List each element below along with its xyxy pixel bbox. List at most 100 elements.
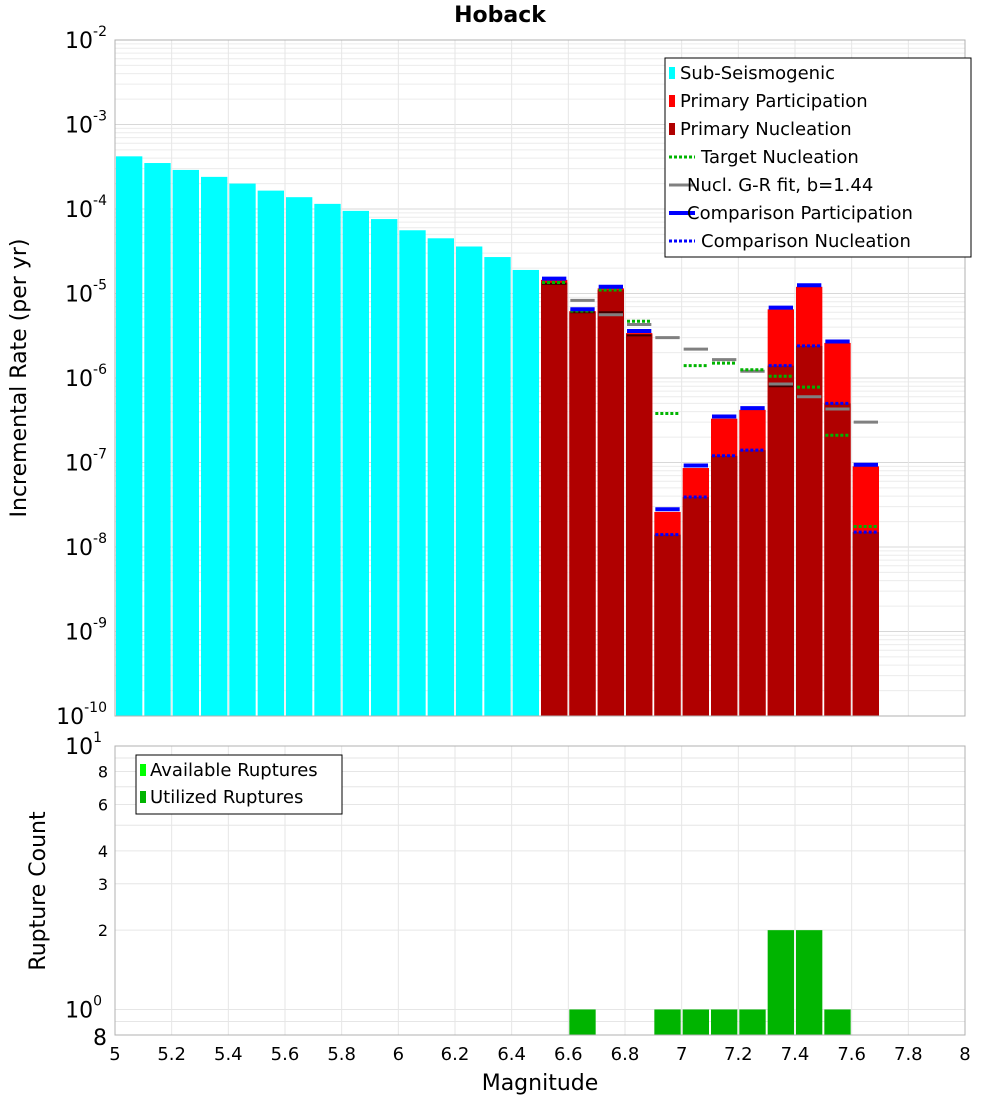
sub-seismogenic-bar <box>512 269 539 716</box>
bottom-plot: 100 101 8 2 3 4 6 8 5 5.2 5.4 5.6 5.8 6 6.2 6.4 6.6 6.8 7… <box>26 730 971 1096</box>
utilized-ruptures-bar <box>739 1009 766 1035</box>
bottom-bars <box>569 930 851 1035</box>
bottom-legend-item: Utilized Ruptures <box>140 787 303 808</box>
top-plot: 10-10 10-9 10-8 10-7 10-6 10-5 10-4 10-3 10-2 In… <box>7 24 972 730</box>
top-y-tick-label: 10-7 <box>65 447 107 477</box>
legend-swatch <box>140 764 146 776</box>
x-tick-label: 7.2 <box>724 1044 753 1065</box>
x-tick-label: 7.6 <box>837 1044 866 1065</box>
utilized-ruptures-bar <box>682 1009 709 1035</box>
top-y-axis-label: Incremental Rate (per yr) <box>7 239 32 518</box>
x-tick-label: 6.2 <box>441 1044 470 1065</box>
bottom-legend-item: Available Ruptures <box>140 760 318 781</box>
top-y-tick-label: 10-6 <box>65 362 107 392</box>
primary-nucleation-bar <box>569 312 596 716</box>
utilized-ruptures-bar <box>569 1009 596 1035</box>
x-tick-label: 5.2 <box>157 1044 186 1065</box>
x-tick-label: 8 <box>959 1044 970 1065</box>
top-plot-frame <box>114 39 966 717</box>
sub-seismogenic-bar <box>201 176 228 717</box>
legend-swatch <box>140 791 146 803</box>
sub-seismogenic-bar <box>286 197 313 716</box>
top-legend-item: Nucl. G-R fit, b=1.44 <box>669 175 873 196</box>
sub-seismogenic-bar <box>116 156 143 716</box>
top-y-tick-label: 10-8 <box>65 531 107 561</box>
sub-seismogenic-bar <box>314 203 341 716</box>
top-series-marks <box>542 276 878 537</box>
primary-nucleation-bar <box>654 534 681 716</box>
legend-swatch <box>669 95 675 107</box>
x-tick-label: 6.4 <box>497 1044 526 1065</box>
utilized-ruptures-bar <box>796 930 823 1035</box>
legend-label: Nucl. G-R fit, b=1.44 <box>687 175 873 196</box>
legend-label: Utilized Ruptures <box>150 787 303 808</box>
bottom-y-minor-tick-label: 6 <box>98 795 108 814</box>
x-tick-label: 6.6 <box>554 1044 583 1065</box>
primary-nucleation-bar <box>541 282 568 716</box>
bottom-y-ticks: 100 101 8 2 3 4 6 8 <box>65 730 108 1051</box>
x-tick-label: 6 <box>393 1044 404 1065</box>
legend-label: Primary Participation <box>680 91 868 112</box>
primary-nucleation-bar <box>597 290 624 716</box>
top-legend-item: Comparison Participation <box>669 203 913 224</box>
x-tick-label: 5.8 <box>327 1044 356 1065</box>
legend-swatch <box>669 123 675 135</box>
bottom-y-minor-tick-label: 3 <box>98 875 108 894</box>
top-legend-box <box>664 57 972 258</box>
x-tick-label: 6.8 <box>611 1044 640 1065</box>
sub-seismogenic-bar <box>484 257 511 716</box>
sub-seismogenic-bar <box>144 163 171 716</box>
top-legend-item: Target Nucleation <box>669 147 859 168</box>
x-tick-label: 7 <box>676 1044 687 1065</box>
bottom-y-tick-label: 101 <box>65 730 102 760</box>
sub-seismogenic-bar <box>399 230 426 716</box>
primary-nucleation-bar <box>711 455 738 716</box>
sub-seismogenic-bar <box>342 210 369 716</box>
legend-label: Available Ruptures <box>150 760 318 781</box>
top-y-tick-label: 10-2 <box>65 24 107 54</box>
top-legend-item: Sub-Seismogenic <box>669 63 835 84</box>
sub-seismogenic-bar <box>257 190 284 716</box>
primary-nucleation-bar <box>682 497 709 716</box>
x-tick-label: 7.8 <box>894 1044 923 1065</box>
sub-seismogenic-bar <box>172 169 199 716</box>
legend-label: Target Nucleation <box>700 147 859 168</box>
bottom-y-minor-tick-label: 2 <box>98 921 108 940</box>
top-legend-item: Comparison Nucleation <box>669 231 911 252</box>
bottom-y-minor-tick-label: 8 <box>93 1026 107 1051</box>
legend-label: Sub-Seismogenic <box>680 63 835 84</box>
sub-seismogenic-bar <box>371 219 398 716</box>
legend-label: Comparison Nucleation <box>701 231 911 252</box>
primary-nucleation-bar <box>824 403 851 716</box>
utilized-ruptures-bar <box>654 1009 681 1035</box>
bottom-y-tick-label: 100 <box>65 993 102 1023</box>
legend-label: Primary Nucleation <box>680 119 852 140</box>
bottom-legend: Available Ruptures Utilized Ruptures <box>135 754 343 815</box>
bottom-x-ticks: 5 5.2 5.4 5.6 5.8 6 6.2 6.4 6.6 6.8 7 7.2 7.4 7.6 7.8 8 <box>109 1044 970 1065</box>
x-axis-label: Magnitude <box>482 1071 599 1096</box>
bottom-y-axis-label: Rupture Count <box>26 811 51 971</box>
x-tick-label: 7.4 <box>781 1044 810 1065</box>
utilized-ruptures-bar <box>767 930 794 1035</box>
sub-seismogenic-bar <box>456 246 483 716</box>
top-y-tick-label: 10-10 <box>56 700 107 730</box>
top-y-tick-label: 10-4 <box>65 193 107 223</box>
primary-nucleation-bar <box>626 334 653 716</box>
sub-seismogenic-bar <box>229 183 256 716</box>
x-tick-label: 5.4 <box>214 1044 243 1065</box>
bottom-y-minor-tick-label: 8 <box>98 763 108 782</box>
top-bars <box>116 156 879 717</box>
top-gridlines <box>114 40 966 717</box>
sub-seismogenic-bar <box>427 238 454 717</box>
top-y-tick-label: 10-3 <box>65 109 107 139</box>
primary-nucleation-bar <box>852 532 879 716</box>
top-y-ticks: 10-10 10-9 10-8 10-7 10-6 10-5 10-4 10-3 10-2 <box>56 24 107 730</box>
primary-nucleation-bar <box>767 365 794 716</box>
bottom-legend-box <box>135 754 343 815</box>
legend-label: Comparison Participation <box>687 203 913 224</box>
chart-title: Hoback <box>454 3 547 28</box>
top-legend-item: Primary Nucleation <box>669 119 852 140</box>
x-tick-label: 5.6 <box>271 1044 300 1065</box>
primary-nucleation-bar <box>796 345 823 716</box>
